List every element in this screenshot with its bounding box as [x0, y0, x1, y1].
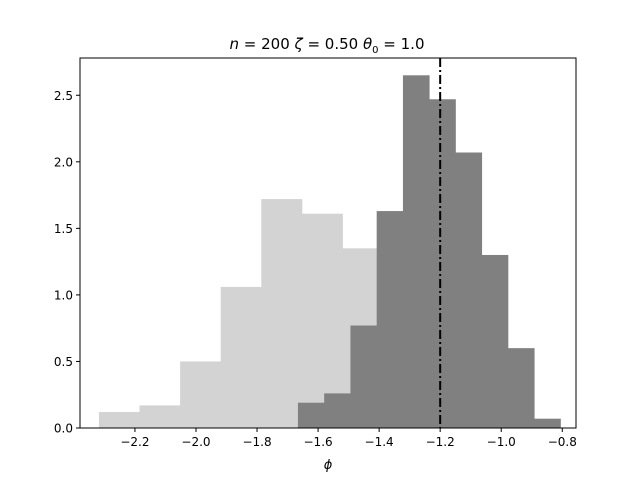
histogram-bar-series-1-bin-6 — [301, 213, 343, 428]
histogram-bar-series-2-bin-3 — [350, 325, 378, 428]
title-zeta-value: = 0.50 — [303, 35, 363, 53]
x-tick-label: −1.4 — [365, 435, 394, 449]
x-axis-label: ϕ — [324, 458, 333, 473]
histogram-bar-series-2-bin-9 — [507, 348, 535, 428]
title-zeta-symbol: ζ — [294, 35, 304, 53]
x-tick-label: −1.2 — [426, 435, 455, 449]
histogram-bar-series-2-bin-1 — [297, 402, 325, 428]
y-tick-label: 0.0 — [54, 422, 73, 436]
title-n-symbol: n — [229, 35, 239, 53]
y-tick-label: 2.5 — [54, 89, 73, 103]
x-tick-label: −0.8 — [548, 435, 577, 449]
y-axis-ticks: 0.0 0.5 1.0 1.5 2.0 2.5 — [54, 89, 80, 436]
histogram-bar-series-1-bin-1 — [98, 412, 140, 428]
title-theta-subscript: 0 — [372, 45, 378, 56]
x-tick-label: −2.0 — [181, 435, 210, 449]
title-theta-value: = 1.0 — [379, 35, 425, 53]
y-tick-label: 0.5 — [54, 355, 73, 369]
histogram-bar-series-2-bin-6 — [429, 99, 456, 428]
histogram-bar-series-2-bin-8 — [481, 254, 509, 428]
histogram-bar-series-2-bin-5 — [402, 75, 430, 429]
x-tick-label: −2.2 — [120, 435, 149, 449]
histogram-bar-series-2-bin-10 — [534, 418, 561, 428]
histogram-bar-series-2-bin-2 — [324, 393, 351, 428]
title-theta-symbol: θ — [363, 35, 372, 53]
histogram-bar-series-2-bin-4 — [376, 211, 404, 428]
y-tick-label: 2.0 — [54, 155, 73, 169]
histogram-bars — [98, 75, 561, 429]
x-tick-label: −1.8 — [242, 435, 271, 449]
histogram-bar-series-1-bin-3 — [180, 361, 222, 428]
title-n-value: = 200 — [239, 35, 295, 53]
histogram-bar-series-2-bin-7 — [455, 152, 483, 428]
histogram-bar-series-1-bin-5 — [261, 199, 303, 428]
y-tick-label: 1.5 — [54, 222, 73, 236]
chart-title: n = 200 ζ = 0.50 θ0 = 1.0 — [229, 35, 424, 56]
histogram-bar-series-1-bin-2 — [139, 405, 181, 428]
x-axis-ticks: −2.2 −2.0 −1.8 −1.6 −1.4 −1.2 −1.0 −0.8 — [120, 428, 577, 449]
x-tick-label: −1.6 — [304, 435, 333, 449]
plot-frame — [79, 57, 577, 429]
y-tick-label: 1.0 — [54, 288, 73, 302]
histogram-bar-series-1-bin-4 — [220, 286, 262, 428]
x-tick-label: −1.0 — [487, 435, 516, 449]
